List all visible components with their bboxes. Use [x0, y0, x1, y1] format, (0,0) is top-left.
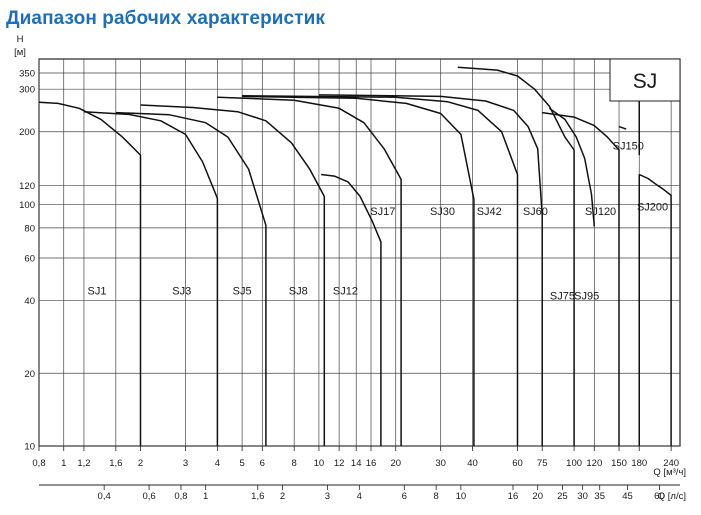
x2-tick-label: 1 — [203, 491, 208, 502]
y-tick-label: 40 — [24, 296, 35, 307]
y-tick-label: 300 — [19, 85, 35, 96]
y-tick-label: 10 — [24, 442, 35, 453]
series-label-sj75: SJ75 — [550, 290, 575, 302]
x2-tick-label: 6 — [402, 491, 407, 502]
x-tick-label: 30 — [435, 458, 446, 469]
x-tick-label: 240 — [663, 458, 679, 469]
x-tick-label: 20 — [390, 458, 401, 469]
curve-sj1 — [38, 101, 142, 446]
x-tick-label: 100 — [566, 458, 582, 469]
x2-tick-label: 2 — [280, 491, 285, 502]
x-tick-label: 120 — [586, 458, 602, 469]
curve-sj200 — [638, 173, 672, 446]
series-badge-box — [609, 58, 681, 102]
series-label-sj17: SJ17 — [370, 206, 395, 218]
x-tick-label: 6 — [260, 458, 265, 469]
y-tick-label: 120 — [19, 181, 35, 192]
x-tick-label: 1,6 — [109, 458, 122, 469]
x-tick-label: 14 — [351, 458, 362, 469]
x-tick-label: 0,8 — [32, 458, 45, 469]
page-title: Диапазон рабочих характеристик — [6, 8, 326, 29]
x-tick-label: 4 — [215, 458, 220, 469]
x-tick-label: 180 — [631, 458, 647, 469]
x2-axis-unit: Q [л/с] — [658, 491, 686, 502]
curve-sj12 — [321, 173, 382, 446]
x2-tick-label: 8 — [433, 491, 438, 502]
pump-curves — [38, 59, 672, 446]
x2-tick-label: 0,6 — [142, 491, 155, 502]
x-tick-label: 3 — [183, 458, 188, 469]
y-axis-unit-symbol: H — [17, 34, 24, 45]
curve-sj17 — [217, 96, 402, 446]
curve-sj120 — [542, 111, 620, 446]
x2-tick-label: 30 — [577, 491, 588, 502]
x-tick-label: 2 — [138, 458, 143, 469]
series-label-sj8: SJ8 — [289, 286, 308, 298]
series-label-sj12: SJ12 — [333, 286, 358, 298]
x-tick-label: 8 — [292, 458, 297, 469]
x2-tick-label: 25 — [557, 491, 568, 502]
x-tick-label: 16 — [366, 458, 377, 469]
chart-grid — [38, 58, 681, 447]
y-tick-label: 80 — [24, 223, 35, 234]
y-tick-label: 200 — [19, 127, 35, 138]
x-tick-label: 12 — [334, 458, 345, 469]
series-labels: SJ1 SJ3 SJ5 SJ8 SJ12 SJ17 SJ30 SJ42 SJ60 SJ75 SJ95… — [88, 141, 669, 303]
x-tick-label: 150 — [611, 458, 627, 469]
series-label-sj42: SJ42 — [477, 206, 502, 218]
y-tick-label: 20 — [24, 369, 35, 380]
x2-tick-label: 1,6 — [251, 491, 264, 502]
curve-sj60 — [318, 94, 543, 446]
curve-sj3 — [83, 110, 219, 446]
x2-tick-label: 35 — [594, 491, 605, 502]
x2-tick-label: 10 — [456, 491, 467, 502]
series-label-sj95: SJ95 — [574, 290, 599, 302]
x2-tick-label: 4 — [357, 491, 362, 502]
y-axis-unit: [м] — [14, 47, 26, 58]
x-tick-label: 40 — [467, 458, 478, 469]
x-tick-label: 1 — [61, 458, 66, 469]
curve-sj42 — [242, 94, 519, 446]
y-tick-label: 350 — [19, 69, 35, 80]
x2-tick-label: 60 — [654, 491, 665, 502]
curve-sj95 — [548, 107, 596, 227]
y-tick-label: 100 — [19, 200, 35, 211]
x-axis-unit: Q [м³/ч] — [653, 467, 686, 478]
series-label-sj60: SJ60 — [523, 206, 548, 218]
curve-sj150 — [618, 125, 627, 130]
series-label-sj120: SJ120 — [585, 206, 616, 218]
x2-tick-label: 16 — [508, 491, 519, 502]
curve-sj30 — [242, 95, 475, 446]
x2-tick-label: 45 — [622, 491, 633, 502]
plot-frame — [38, 58, 681, 447]
x2-tick-label: 0,8 — [174, 491, 187, 502]
series-label-sj30: SJ30 — [430, 206, 455, 218]
series-label-sj3: SJ3 — [172, 286, 191, 298]
curve-sj5 — [115, 111, 267, 446]
x-tick-label: 75 — [537, 458, 548, 469]
x2-tick-label: 0,4 — [98, 491, 111, 502]
series-badge: SJ — [633, 70, 658, 93]
curve-sj75 — [457, 66, 575, 446]
y-tick-label: 60 — [24, 254, 35, 265]
series-label-sj150: SJ150 — [613, 141, 644, 153]
x-tick-label: 60 — [512, 458, 523, 469]
series-label-sj5: SJ5 — [233, 286, 252, 298]
x-tick-label: 10 — [314, 458, 325, 469]
x-tick-label: 5 — [239, 458, 244, 469]
series-label-sj1: SJ1 — [88, 286, 107, 298]
curve-sj8 — [140, 104, 326, 446]
x2-tick-label: 3 — [325, 491, 330, 502]
x-tick-label: 1,2 — [77, 458, 90, 469]
x2-tick-label: 20 — [532, 491, 543, 502]
series-label-sj200: SJ200 — [637, 202, 668, 214]
